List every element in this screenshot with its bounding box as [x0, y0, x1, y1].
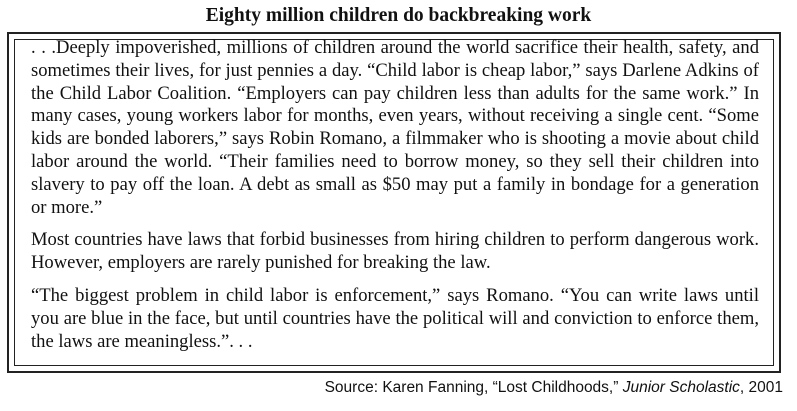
- source-suffix: , 2001: [739, 379, 783, 396]
- quote-body: . . .Deeply impoverished, millions of ch…: [31, 37, 759, 353]
- paragraph-2: Most countries have laws that forbid bus…: [31, 229, 759, 274]
- quote-box-inner-border: [14, 39, 774, 366]
- source-citation: Source: Karen Fanning, “Lost Childhoods,…: [325, 378, 783, 398]
- paragraph-3: “The biggest problem in child labor is e…: [31, 284, 759, 352]
- source-prefix: Source: Karen Fanning, “Lost Childhoods,…: [324, 379, 623, 396]
- quote-box-outer-border: [7, 32, 781, 373]
- source-publication: Junior Scholastic: [622, 379, 740, 396]
- document-title: Eighty million children do backbreaking …: [205, 5, 592, 26]
- paragraph-1: . . .Deeply impoverished, millions of ch…: [31, 37, 759, 218]
